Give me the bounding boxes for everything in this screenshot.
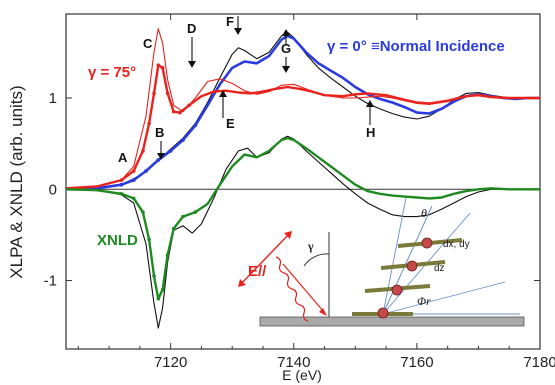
series-point — [119, 178, 124, 182]
series-point — [131, 196, 136, 201]
tilt-ray — [382, 281, 506, 315]
gamma-arc — [303, 253, 330, 267]
series-point — [131, 178, 136, 183]
series-line-exp-green — [65, 136, 540, 300]
series-point — [152, 91, 156, 96]
gamma-label: γ — [307, 239, 314, 253]
chain-axis — [382, 205, 433, 315]
atom-2 — [391, 284, 403, 296]
annotation-g-arrowhead-up — [282, 29, 290, 36]
inset-schematic: E// γ θ dx, dy dz Φr — [238, 197, 525, 327]
atom-1 — [377, 307, 389, 319]
theta-label: θ — [421, 206, 427, 220]
annotation-c-label: C — [143, 36, 153, 51]
y-tick-label: 0 — [49, 181, 57, 198]
series-point — [171, 226, 176, 231]
x-tick-label: 7180 — [523, 354, 555, 371]
series-exp-red — [65, 63, 540, 190]
series-point — [147, 121, 151, 126]
x-tick-label: 7160 — [400, 354, 433, 371]
x-axis-label: E (eV) — [282, 367, 322, 383]
series-line-exp-red — [65, 63, 540, 190]
series-point — [181, 214, 185, 219]
series-point — [165, 91, 170, 96]
annotation-c: C — [143, 36, 153, 51]
annotation-h-label: H — [366, 125, 375, 140]
annotation-a-label: A — [118, 150, 128, 165]
annotation-e-arrowhead — [219, 90, 227, 97]
legend-grazing: γ = 75° — [88, 64, 136, 81]
series-point — [141, 149, 145, 153]
series-point — [168, 149, 173, 153]
series-point — [160, 287, 165, 292]
series-line-theory-green — [65, 135, 540, 329]
annotation-b-label: B — [155, 125, 164, 140]
y-tick-label: 1 — [49, 90, 57, 107]
x-tick-label: 7140 — [277, 354, 310, 371]
annotation-e-label: E — [226, 116, 235, 131]
annotation-d-label: D — [187, 21, 196, 36]
series-layer — [65, 28, 540, 329]
y-axis-label: XLPA & XNLD (arb. units) — [7, 85, 26, 278]
x-ticks: 7120 7140 7160 7180 — [77, 14, 555, 371]
series-point — [193, 210, 198, 214]
atom-3 — [406, 260, 418, 272]
incident-beam-arrowhead — [319, 308, 327, 316]
series-point — [144, 169, 148, 173]
incident-beam-axis — [282, 263, 325, 313]
annotation-d-arrowhead — [188, 61, 196, 68]
polarization-arrowhead-down — [238, 279, 246, 287]
polarization-arrowhead-up — [284, 231, 292, 239]
annotation-a: A — [118, 150, 128, 165]
substrate — [259, 316, 525, 327]
annotation-d: D — [187, 21, 196, 68]
annotation-f-arrowhead — [234, 28, 242, 35]
series-point — [165, 253, 170, 257]
dxdy-label: dx, dy — [443, 239, 470, 250]
series-point — [147, 237, 151, 242]
series-point — [156, 63, 161, 67]
annotation-h-arrowhead — [366, 100, 374, 107]
annotation-e: E — [219, 90, 235, 131]
annotation-g: G — [281, 29, 291, 73]
series-point — [187, 103, 191, 108]
series-point — [141, 210, 145, 214]
series-point — [131, 169, 136, 173]
series-point — [119, 192, 124, 196]
annotation-g-label: G — [281, 41, 291, 56]
plot-frame — [65, 13, 541, 350]
annotation-b-arrowhead — [157, 153, 165, 160]
series-point — [171, 109, 176, 114]
series-point — [119, 182, 124, 187]
series-point — [156, 158, 161, 162]
y-tick-label: -1 — [44, 273, 57, 290]
series-point — [156, 296, 161, 301]
series-point — [181, 138, 185, 142]
phi-label: Φr — [417, 294, 431, 308]
legend-xnld: XNLD — [97, 232, 138, 249]
annotation-h: H — [366, 100, 375, 140]
atom-4 — [421, 237, 433, 249]
series-point — [160, 66, 165, 70]
series-point — [152, 274, 156, 278]
series-theory-green — [65, 135, 540, 329]
series-point — [178, 110, 182, 115]
annotation-b: B — [155, 125, 165, 160]
annotation-f: F — [226, 14, 242, 35]
annotation-f-label: F — [226, 14, 234, 29]
polarization-vector — [239, 232, 291, 286]
legend-normal-incidence: γ = 0° ≡Normal Incidence — [327, 38, 505, 55]
x-tick-label: 7120 — [154, 354, 187, 371]
series-exp-green — [65, 136, 540, 301]
series-point — [193, 123, 198, 128]
dz-label: dz — [434, 263, 445, 274]
polarization-label: E// — [248, 263, 267, 280]
chain-axis-2 — [382, 197, 407, 315]
incident-beam — [275, 256, 309, 322]
annotation-g-arrowhead-down — [282, 66, 290, 73]
